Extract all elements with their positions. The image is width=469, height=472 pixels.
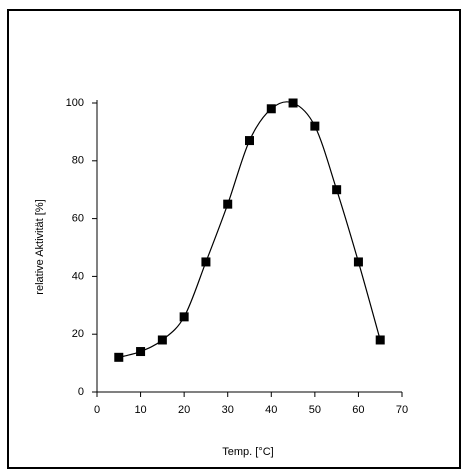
marker — [353, 257, 363, 267]
y-tick-label: 60 — [72, 213, 84, 225]
y-axis-label: relative Aktivität [%] — [34, 199, 46, 294]
marker — [332, 185, 342, 195]
x-tick-label: 10 — [134, 404, 146, 416]
x-tick-label: 30 — [222, 404, 234, 416]
marker — [375, 335, 385, 345]
y-tick-label: 0 — [78, 386, 84, 398]
marker — [179, 312, 189, 322]
x-axis-label: Temp. [°C] — [222, 446, 273, 458]
x-tick-label: 70 — [396, 404, 408, 416]
y-tick-label: 40 — [72, 270, 84, 282]
x-tick-label: 60 — [352, 404, 364, 416]
y-tick-label: 100 — [66, 97, 84, 109]
marker — [114, 352, 124, 362]
marker — [223, 199, 233, 209]
marker — [245, 136, 254, 146]
x-tick-label: 20 — [178, 404, 190, 416]
marker — [288, 98, 298, 108]
x-tick-label: 50 — [309, 404, 321, 416]
y-tick-label: 80 — [72, 155, 84, 167]
y-tick-label: 20 — [72, 328, 84, 340]
marker — [310, 121, 320, 131]
marker — [201, 257, 211, 267]
frame — [7, 9, 461, 469]
marker — [157, 335, 167, 345]
x-tick-label: 0 — [94, 404, 100, 416]
marker — [266, 104, 276, 114]
marker — [136, 347, 146, 357]
x-tick-label: 40 — [265, 404, 277, 416]
